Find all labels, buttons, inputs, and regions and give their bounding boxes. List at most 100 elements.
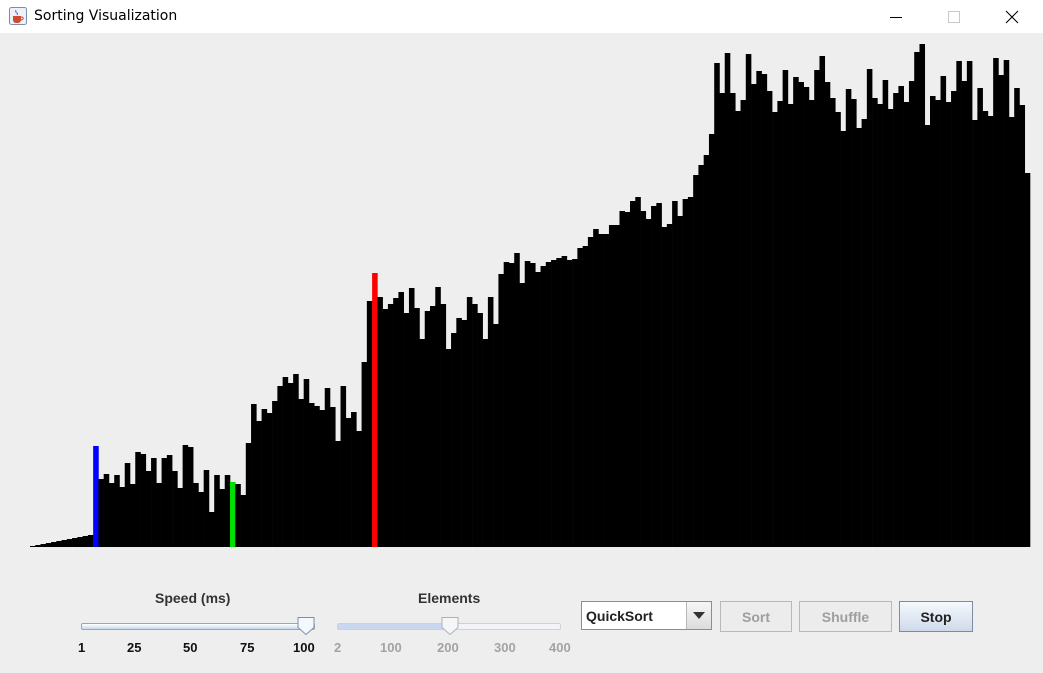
bar	[556, 258, 562, 547]
bar	[587, 237, 594, 547]
bar	[614, 225, 620, 547]
close-icon	[1005, 10, 1019, 23]
bar	[245, 443, 252, 547]
bar	[835, 112, 841, 547]
bar	[61, 540, 68, 547]
bar	[656, 203, 662, 547]
bar	[335, 441, 341, 547]
bar	[440, 304, 447, 547]
bar	[951, 91, 957, 547]
bar	[282, 377, 289, 547]
bar	[398, 292, 404, 547]
bar	[508, 263, 515, 547]
bar	[287, 383, 294, 547]
bar	[503, 262, 510, 547]
bar	[445, 349, 452, 547]
bar	[193, 483, 199, 547]
bar	[787, 104, 794, 547]
bar	[466, 297, 473, 547]
bar	[814, 70, 820, 547]
bar	[703, 155, 710, 547]
bar	[661, 227, 668, 547]
bar	[351, 412, 357, 547]
bar	[66, 539, 73, 547]
speed-tick: 25	[127, 640, 142, 655]
speed-slider[interactable]	[81, 623, 315, 630]
bar	[677, 216, 683, 547]
bar	[145, 471, 152, 547]
bar	[856, 128, 862, 547]
bar	[419, 339, 426, 547]
bar	[793, 77, 799, 547]
bar	[724, 53, 731, 547]
bar	[687, 197, 694, 547]
shuffle-button[interactable]: Shuffle	[799, 601, 892, 632]
bar	[35, 545, 41, 547]
bar	[766, 91, 773, 547]
speed-tick: 100	[293, 640, 315, 655]
algorithm-select[interactable]: QuickSort	[581, 601, 712, 630]
bar	[519, 283, 526, 547]
bar	[172, 471, 178, 547]
bar	[308, 403, 315, 547]
bar	[208, 512, 215, 547]
bar	[151, 458, 157, 547]
bar	[898, 86, 904, 547]
bar	[572, 259, 578, 547]
bar	[456, 318, 462, 547]
bar	[424, 311, 431, 547]
bar	[603, 234, 610, 547]
elements-slider-thumb[interactable]	[440, 616, 460, 636]
elements-tick: 100	[380, 640, 402, 655]
bar	[514, 253, 520, 547]
minimize-button[interactable]	[867, 0, 925, 33]
sort-button[interactable]: Sort	[720, 601, 792, 632]
speed-slider-thumb[interactable]	[296, 616, 316, 636]
bar	[214, 475, 220, 547]
bar	[366, 301, 373, 547]
bar	[224, 475, 231, 547]
bar	[751, 84, 757, 547]
bar	[387, 304, 394, 547]
bar	[1019, 105, 1026, 547]
bar	[582, 246, 589, 547]
bar	[872, 98, 878, 547]
bar	[140, 454, 147, 547]
bar	[114, 475, 120, 547]
bar	[256, 421, 262, 547]
bar	[330, 407, 336, 547]
bar	[45, 543, 52, 547]
bar	[182, 445, 189, 547]
bar	[830, 98, 836, 547]
title-bar: Sorting Visualization	[0, 0, 1043, 33]
bar	[482, 339, 489, 547]
bar	[666, 224, 673, 547]
bar	[635, 197, 641, 547]
bar	[251, 404, 257, 547]
dropdown-button[interactable]	[686, 602, 711, 629]
stop-button[interactable]: Stop	[899, 601, 973, 632]
bar	[472, 304, 478, 547]
bar	[645, 219, 652, 547]
bar	[893, 93, 899, 547]
bar	[903, 102, 910, 547]
bar	[403, 313, 410, 547]
maximize-button[interactable]	[925, 0, 983, 33]
bar	[619, 211, 626, 547]
speed-tick: 1	[78, 640, 86, 655]
elements-tick: 2	[334, 640, 342, 655]
bar	[361, 362, 368, 547]
bar	[535, 272, 541, 547]
bar	[1014, 88, 1020, 547]
bar	[119, 487, 126, 547]
close-button[interactable]	[983, 0, 1041, 33]
bar	[698, 165, 704, 547]
bar	[935, 100, 941, 547]
bar	[530, 263, 536, 547]
bar	[824, 82, 831, 547]
bar	[219, 489, 226, 547]
bar	[77, 537, 83, 547]
bar	[919, 44, 926, 547]
bar	[198, 492, 204, 547]
bar	[961, 81, 968, 547]
